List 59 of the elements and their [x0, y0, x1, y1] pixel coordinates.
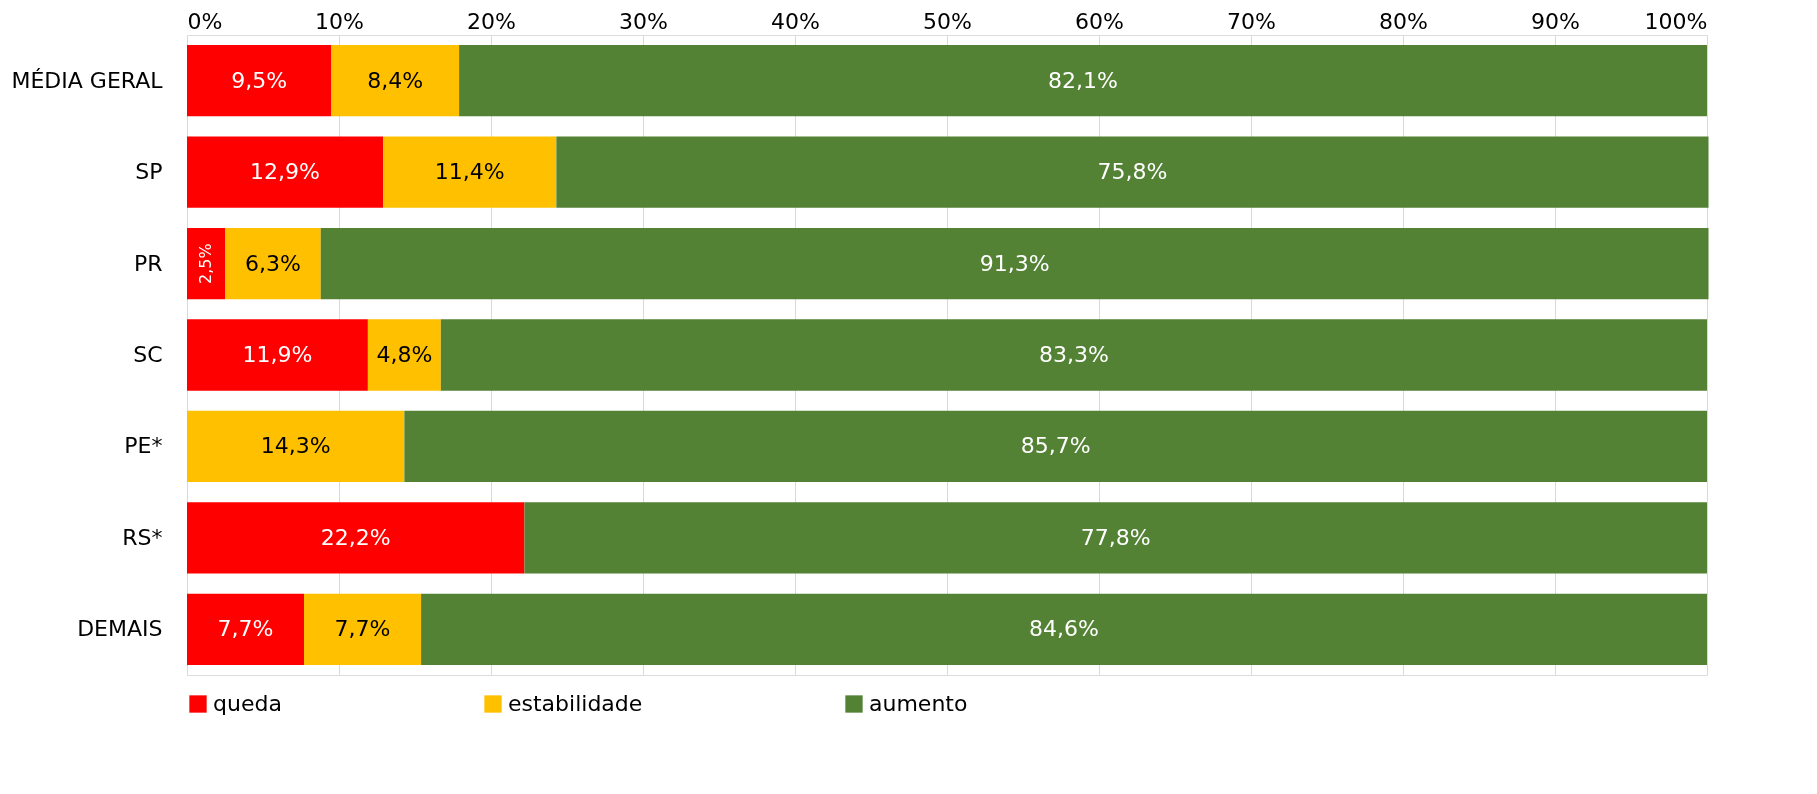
- x-tick-label: 20%: [467, 8, 516, 34]
- data-label: 4,8%: [376, 342, 433, 367]
- y-tick-label: PE*: [124, 433, 163, 459]
- x-tick-label: 40%: [771, 8, 820, 34]
- bar: [556, 136, 1709, 208]
- data-label: 11,4%: [434, 159, 505, 185]
- bar: [187, 593, 305, 665]
- x-tick-label: 80%: [1379, 8, 1428, 34]
- data-label: 12,9%: [250, 159, 320, 185]
- x-tick-label: 90%: [1531, 8, 1580, 34]
- legend-label: queda: [213, 691, 282, 716]
- bar: [187, 410, 405, 483]
- data-label: 91,3%: [979, 250, 1050, 276]
- bar: [187, 45, 332, 117]
- data-label: 9,5%: [231, 67, 288, 93]
- bar: [440, 319, 1707, 391]
- bar: [187, 319, 368, 391]
- legend-label: estabilidade: [508, 691, 643, 716]
- data-label: 14,3%: [260, 433, 331, 459]
- bar: [331, 45, 460, 117]
- x-tick-label: 60%: [1075, 8, 1124, 34]
- bar: [367, 319, 441, 391]
- x-tick-label: 10%: [315, 8, 364, 34]
- bar: [187, 502, 525, 574]
- data-label: 7,7%: [217, 616, 274, 642]
- bar: [421, 593, 1707, 665]
- data-label: 7,7%: [334, 616, 391, 642]
- bar: [187, 136, 384, 208]
- bar: [404, 410, 1707, 483]
- bar: [304, 593, 422, 665]
- x-tick-label: 0%: [187, 8, 223, 34]
- y-tick-label: SP: [135, 159, 163, 185]
- data-label: 8,4%: [367, 67, 424, 93]
- x-tick-label: 100%: [1644, 8, 1708, 34]
- x-tick-label: 50%: [923, 8, 972, 34]
- bar: [187, 227, 225, 300]
- y-tick-label: MÉDIA GERAL: [11, 67, 164, 93]
- y-tick-label: PR: [133, 250, 163, 276]
- y-tick-label: DEMAIS: [77, 616, 163, 642]
- bar: [459, 45, 1707, 117]
- y-tick-label: RS*: [122, 524, 163, 550]
- data-label: 11,9%: [242, 342, 313, 367]
- data-label: 83,3%: [1038, 342, 1109, 367]
- x-tick-label: 70%: [1227, 8, 1276, 34]
- data-label: 85,7%: [1020, 433, 1091, 459]
- x-tick-label: 30%: [619, 8, 668, 34]
- data-label: 75,8%: [1097, 159, 1168, 185]
- y-tick-label: SC: [133, 342, 163, 367]
- data-label: 84,6%: [1029, 616, 1099, 642]
- bar: [524, 502, 1707, 574]
- data-label: 82,1%: [1048, 67, 1118, 93]
- data-label: 6,3%: [244, 250, 301, 276]
- legend-label: aumento: [869, 691, 968, 716]
- bar: [320, 227, 1709, 300]
- bar: [383, 136, 557, 208]
- data-label: 77,8%: [1080, 524, 1151, 550]
- data-label: 22,2%: [320, 524, 391, 550]
- bar: [225, 227, 321, 300]
- data-label: 2,5%: [196, 243, 215, 284]
